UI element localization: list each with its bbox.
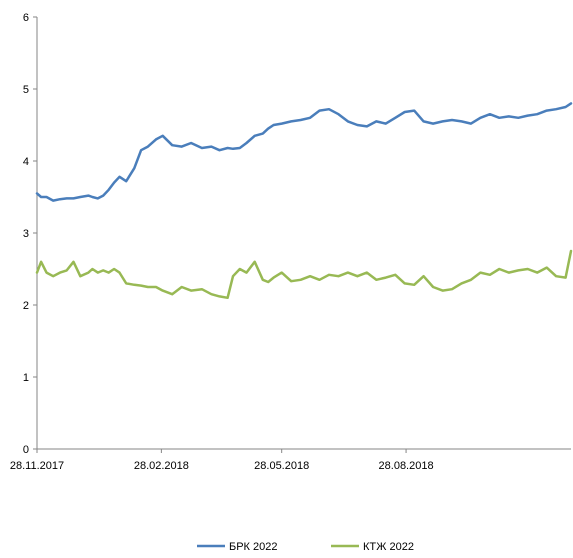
- x-tick-label: 28.05.2018: [254, 460, 309, 472]
- y-tick-label: 4: [23, 156, 29, 168]
- x-tick-label: 28.02.2018: [134, 460, 189, 472]
- y-tick-label: 1: [23, 372, 29, 384]
- series-line-1: [35, 102, 573, 202]
- y-tick-label: 6: [23, 12, 29, 24]
- y-tick-label: 3: [23, 228, 29, 240]
- series-lines: [35, 102, 573, 300]
- series-line-2: [35, 249, 573, 300]
- y-tick-label: 5: [23, 84, 29, 96]
- legend-label-2: КТЖ 2022: [363, 541, 414, 553]
- legend-label-1: БРК 2022: [229, 541, 278, 553]
- y-tick-label: 2: [23, 300, 29, 312]
- y-tick-labels: 0 1 2 3 4 5 6: [23, 12, 37, 456]
- x-tick-labels: 28.11.2017 28.02.2018 28.05.2018 28.08.2018: [10, 449, 434, 472]
- x-tick-label: 28.08.2018: [379, 460, 434, 472]
- y-tick-label: 0: [23, 444, 29, 456]
- legend: БРК 2022 КТЖ 2022: [197, 541, 414, 553]
- x-tick-label: 28.11.2017: [10, 460, 64, 472]
